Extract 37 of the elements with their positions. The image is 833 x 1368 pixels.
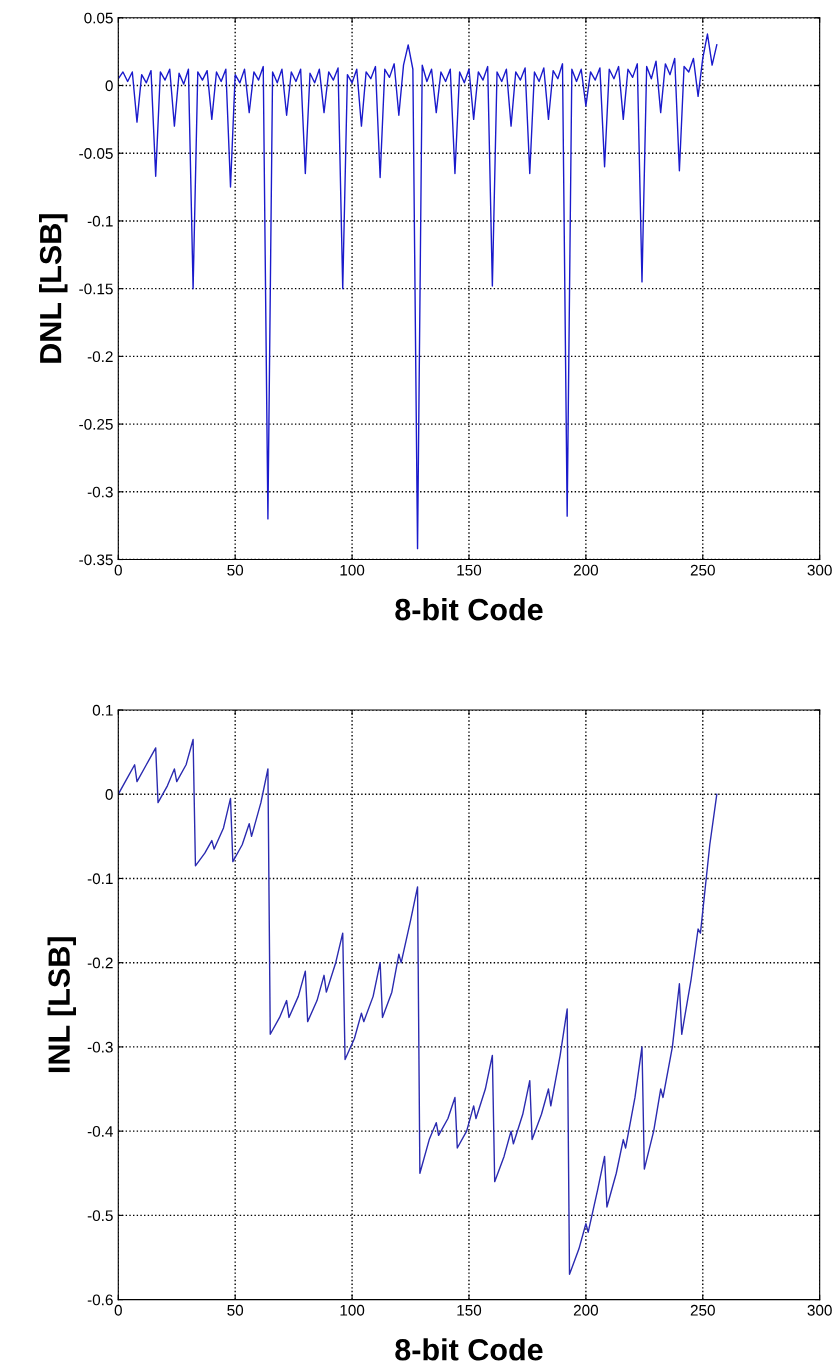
x-tick-label: 0 — [114, 564, 122, 576]
line-series — [118, 33, 718, 550]
y-tick-label: -0.2 — [87, 351, 113, 363]
x-tick-label: 0 — [114, 1304, 122, 1316]
y-tick-label: -0.3 — [87, 1041, 113, 1053]
x-tick-label: 300 — [807, 564, 832, 576]
x-tick-label: 250 — [690, 1304, 715, 1316]
y-tick-label: -0.5 — [87, 1210, 113, 1222]
y-tick-label: 0 — [105, 80, 113, 92]
y-tick-label: -0.25 — [79, 418, 113, 430]
x-tick-label: 100 — [340, 1304, 365, 1316]
y-tick-label: -0.4 — [87, 1126, 113, 1137]
x-tick-label: 100 — [340, 564, 365, 576]
x-tick-label: 50 — [227, 1304, 244, 1316]
y-tick-label: -0.2 — [87, 957, 113, 969]
y-tick-label: -0.05 — [79, 148, 113, 159]
y-tick-label: -0.6 — [87, 1294, 113, 1306]
y-tick-label: 0.05 — [84, 12, 113, 24]
x-tick-label: 150 — [457, 1304, 482, 1316]
x-tick-label: 250 — [690, 564, 715, 576]
x-tick-label: 200 — [573, 1304, 599, 1316]
y-tick-label: -0.3 — [87, 486, 113, 498]
x-axis-title: 8-bit Code — [395, 598, 543, 621]
y-tick-label: 0.1 — [92, 704, 113, 716]
x-tick-label: 150 — [457, 564, 482, 576]
y-tick-label: -0.35 — [79, 554, 113, 566]
y-axis-title: DNL [LSB] — [39, 214, 68, 363]
x-tick-label: 300 — [807, 1304, 832, 1316]
x-axis-title: 8-bit Code — [395, 1338, 543, 1361]
x-tick-label: 50 — [227, 564, 244, 576]
line-series — [118, 738, 718, 1276]
x-tick-label: 200 — [573, 564, 599, 576]
y-tick-label: 0 — [105, 789, 113, 800]
y-axis-title: INL [LSB] — [47, 937, 76, 1073]
y-tick-label: -0.1 — [87, 873, 113, 885]
y-tick-label: -0.15 — [79, 283, 113, 295]
y-tick-label: -0.1 — [87, 215, 113, 227]
